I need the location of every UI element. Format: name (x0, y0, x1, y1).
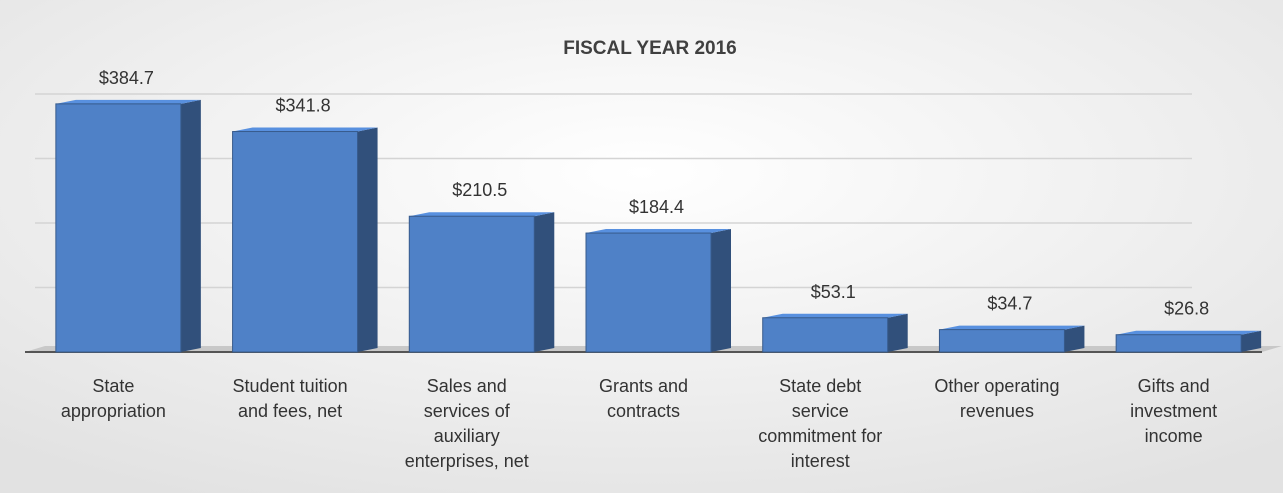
bar-front (762, 317, 889, 353)
x-tick-label: State debt service commitment for interest (758, 376, 882, 471)
bar-top (762, 313, 908, 318)
x-tick-label-line: income (1145, 426, 1203, 446)
bar-top (1116, 330, 1262, 335)
bar-side (887, 313, 908, 352)
x-tick-label-line: investment (1130, 401, 1217, 421)
bar-side (534, 212, 555, 352)
bar (232, 127, 378, 353)
x-tick-label-line: commitment for (758, 426, 882, 446)
bar-side (1241, 330, 1262, 352)
bar-front (55, 103, 182, 353)
data-label: $210.5 (452, 180, 507, 200)
bar (55, 99, 201, 353)
bar (1115, 330, 1262, 353)
data-label: $34.7 (987, 294, 1032, 314)
bar-top (232, 127, 378, 132)
bar-front (1115, 334, 1242, 353)
bar-top (55, 99, 201, 104)
x-tick-label-line: Sales and (427, 376, 507, 396)
chart-title: FISCAL YEAR 2016 (563, 38, 737, 59)
bar (585, 229, 731, 353)
bar-front (938, 329, 1065, 353)
x-tick-label: Sales and services of auxiliary enterprises… (405, 376, 529, 471)
bar-side (180, 99, 201, 352)
x-tick-label-line: auxiliary (434, 426, 500, 446)
bar-front (585, 232, 712, 353)
x-tick-label-line: appropriation (61, 401, 166, 421)
data-label: $26.8 (1164, 299, 1209, 319)
bar-top (586, 229, 731, 234)
x-tick-label-line: Grants and (599, 376, 688, 396)
x-tick-label-line: Other operating (934, 376, 1059, 396)
data-label: $53.1 (811, 282, 856, 302)
bar-side (1064, 325, 1085, 352)
bar-top (409, 212, 555, 217)
x-tick-label-line: revenues (960, 401, 1034, 421)
x-tick-label-line: enterprises, net (405, 451, 529, 471)
bar (408, 212, 555, 353)
x-tick-label-line: interest (791, 451, 850, 471)
x-tick-label-line: Student tuition (233, 376, 348, 396)
x-tick-label-line: Gifts and (1138, 376, 1210, 396)
x-tick-label: Grants and contracts (599, 376, 688, 421)
grid (35, 93, 1192, 289)
x-tick-label: Student tuition and fees, net (233, 376, 348, 421)
data-label: $341.8 (276, 96, 331, 116)
x-tick-label: State appropriation (61, 376, 166, 421)
x-tick-label-line: State debt (779, 376, 861, 396)
x-tick-label-line: contracts (607, 401, 680, 421)
bar-top (939, 325, 1085, 330)
bar-front (232, 131, 359, 353)
x-tick-label-line: and fees, net (238, 401, 342, 421)
x-tick-label: Other operating revenues (934, 376, 1059, 421)
data-label: $384.7 (99, 68, 154, 88)
bars: $384.7 $341.8 $210.5 $184.4 $53.1 $34.7 $26.8 (55, 68, 1262, 353)
x-tick-label: Gifts and investment income (1130, 376, 1217, 446)
bar-side (711, 229, 731, 352)
bar-side (357, 127, 378, 352)
x-tick-label-line: services of (424, 401, 511, 421)
bar (938, 325, 1085, 353)
bar (762, 313, 908, 353)
x-tick-label-line: service (792, 401, 849, 421)
data-label: $184.4 (629, 197, 684, 217)
x-tick-label-line: State (92, 376, 134, 396)
bar-front (408, 215, 535, 353)
